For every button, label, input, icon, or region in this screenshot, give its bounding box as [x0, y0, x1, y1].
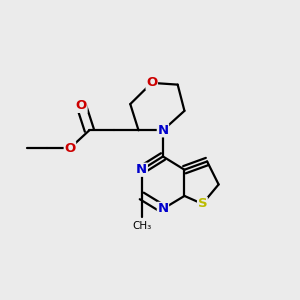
- Text: N: N: [158, 124, 169, 137]
- Text: O: O: [146, 76, 158, 89]
- Text: S: S: [198, 197, 207, 210]
- Text: O: O: [64, 142, 76, 155]
- Text: CH₃: CH₃: [132, 221, 152, 231]
- Text: N: N: [158, 202, 169, 215]
- Text: O: O: [76, 99, 87, 112]
- Text: N: N: [136, 163, 147, 176]
